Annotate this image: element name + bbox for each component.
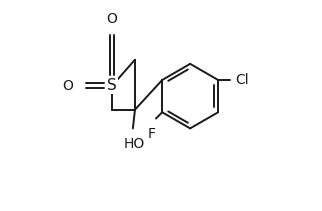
Text: O: O <box>107 12 118 26</box>
Text: S: S <box>107 78 117 93</box>
Text: Cl: Cl <box>235 73 248 87</box>
Text: O: O <box>63 79 73 93</box>
Text: F: F <box>148 127 156 141</box>
Text: HO: HO <box>123 137 145 151</box>
